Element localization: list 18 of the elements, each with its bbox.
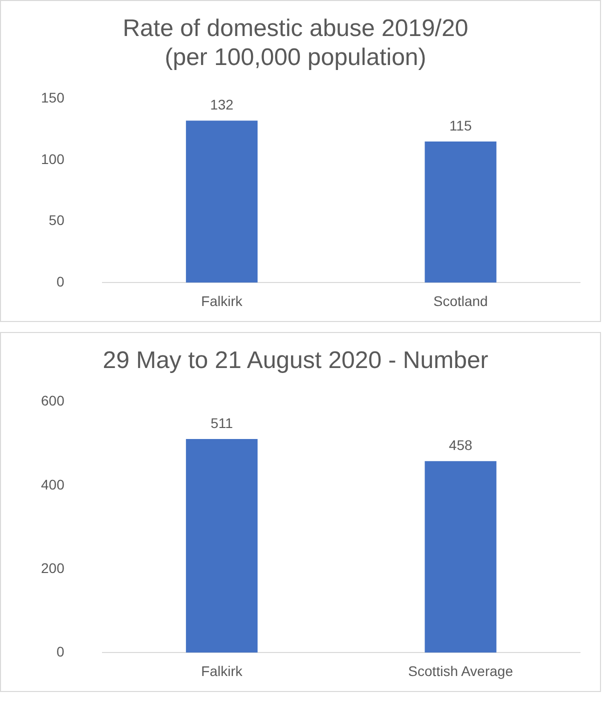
data-label: 458 (448, 437, 472, 454)
y-tick-label: 100 (41, 150, 65, 167)
data-label: 511 (210, 414, 234, 431)
y-tick-label: 600 (41, 392, 65, 409)
data-label: 115 (449, 117, 472, 134)
y-tick-label: 50 (48, 212, 65, 228)
y-tick-label: 200 (41, 560, 65, 576)
x-tick-label: Falkirk (201, 662, 244, 679)
chart-title: 29 May to 21 August 2020 - Number (102, 347, 488, 374)
x-tick-label: Falkirk (201, 292, 244, 309)
data-label: 132 (210, 96, 234, 113)
x-tick-label: Scotland (433, 292, 488, 309)
chart-title: Rate of domestic abuse 2019/20 (per 100,000 population) (122, 15, 468, 71)
x-tick-label: Scottish Average (408, 662, 514, 679)
y-tick-label: 0 (56, 273, 65, 290)
y-tick-label: 400 (41, 476, 65, 492)
y-tick-label: 0 (56, 643, 65, 660)
y-tick-label: 150 (41, 89, 65, 106)
